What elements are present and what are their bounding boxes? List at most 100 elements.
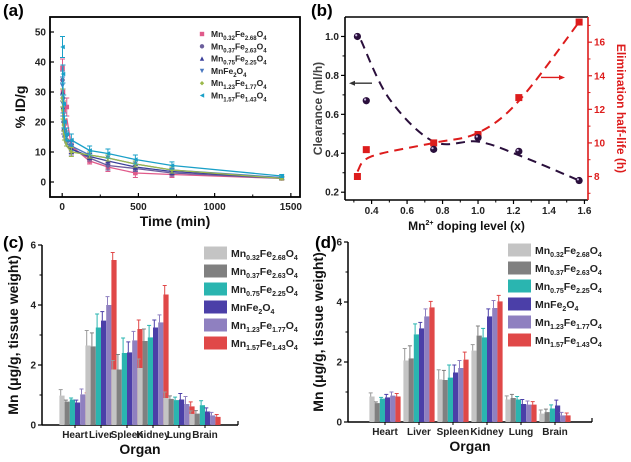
legend-label: Mn0.32​Fe2.68​O4​: [231, 248, 298, 262]
bar: [75, 402, 81, 425]
bar: [429, 307, 435, 422]
x-tick-label-brain: Brain: [192, 430, 218, 441]
bar-group-brain: [538, 399, 571, 422]
x-tick-label-heart: Heart: [62, 430, 88, 441]
x-tick-label-heart: Heart: [372, 427, 398, 438]
bar: [539, 413, 545, 422]
y-tick-label: 30: [35, 88, 47, 99]
y-tick-label: 0: [30, 421, 36, 432]
legend-label: Mn1.23​Fe1.77​O4​: [211, 78, 267, 91]
bar: [168, 398, 174, 425]
bar: [549, 408, 555, 422]
legend-label: Mn0.32​Fe2.68​O4​: [211, 29, 267, 42]
half-life-point: [575, 18, 583, 26]
bar: [121, 353, 127, 425]
data-point: [169, 163, 175, 168]
legend-marker: [199, 44, 205, 49]
y-left-tick-label: 0.6: [325, 110, 339, 121]
legend-swatch: [204, 300, 227, 314]
x-tick-label: 1.6: [577, 206, 591, 217]
y-tick-label: 10: [35, 148, 47, 159]
x-tick-label: 1.2: [507, 206, 521, 217]
x-axis-title: Organ: [119, 441, 160, 457]
bar: [116, 369, 122, 425]
legend-label: Mn1.57​Fe1.43​O4​: [535, 335, 602, 349]
bar: [215, 416, 221, 425]
y-tick-label: 20: [35, 118, 47, 129]
bar: [59, 395, 65, 425]
bar: [521, 404, 527, 422]
legend: Mn0.32​Fe2.68​O4​Mn0.37​Fe2.63​O4​Mn0.75…: [199, 29, 267, 104]
bar: [184, 404, 190, 425]
y-left-axis-title: Clearance (ml/h): [311, 62, 325, 155]
left-arrowhead-icon: [349, 80, 355, 86]
bar: [463, 359, 469, 422]
y-tick-label: 4: [30, 301, 36, 312]
bar: [487, 316, 493, 422]
legend: Mn0.32​Fe2.68​O4​Mn0.37​Fe2.63​O4​Mn0.75…: [508, 243, 602, 349]
panel-label-c: (c): [3, 233, 24, 252]
x-tick-label-lung: Lung: [509, 427, 533, 438]
bar: [510, 398, 516, 422]
bar: [526, 404, 532, 422]
legend-label: MnFe2​O4​: [231, 302, 275, 316]
x-tick-label: 0: [59, 202, 65, 213]
y-right-tick-label: 10: [594, 138, 606, 149]
y-right-tick-label: 12: [594, 105, 606, 116]
bar: [505, 399, 511, 422]
bar: [137, 368, 143, 425]
y-tick-label: 50: [35, 28, 47, 39]
y-right-tick-label: 8: [594, 172, 600, 183]
bar: [544, 412, 550, 422]
y-tick-label: 0: [336, 418, 342, 429]
half-life-fit-line: [356, 21, 580, 173]
legend-label: Mn1.23​Fe1.77​O4​: [535, 317, 602, 331]
x-axis-title: Mn2+​ doping level (x): [408, 219, 525, 233]
legend-label: MnFe2​O4​: [211, 66, 247, 79]
bar: [408, 358, 414, 422]
bar: [369, 396, 375, 422]
legend-swatch: [204, 318, 227, 332]
x-tick-label: 500: [130, 202, 147, 213]
bar: [111, 369, 117, 425]
data-point: [133, 170, 138, 176]
bar: [69, 399, 75, 425]
legend-swatch: [204, 282, 227, 296]
legend: Mn0.32​Fe2.68​O4​Mn0.37​Fe2.63​O4​Mn0.75…: [204, 246, 298, 352]
panel-b-clearance-chart: (b) 0.2 0.4 0.6 0.8 1.0 8 10 12 14 16 0.4 0.6 0.8 1.0 1…: [311, 1, 628, 233]
clearance-point-highlight: [431, 147, 434, 150]
data-point: [64, 131, 70, 137]
legend-label: Mn1.57​Fe1.43​O4​: [231, 338, 298, 352]
clearance-point: [474, 134, 482, 142]
bar: [95, 327, 101, 425]
clearance-point: [575, 176, 583, 185]
legend-label: Mn0.75​Fe2.25​O4​: [535, 281, 602, 295]
bar: [132, 340, 138, 425]
bar: [395, 396, 401, 422]
data-point: [69, 137, 74, 143]
bar: [153, 327, 159, 425]
clearance-point-highlight: [363, 98, 367, 101]
y-tick-label: 6: [30, 241, 36, 252]
legend-swatch: [508, 315, 531, 329]
clearance-point: [362, 97, 370, 105]
data-point: [60, 44, 65, 50]
legend-label: Mn0.37​Fe2.63​O4​: [231, 266, 298, 280]
clearance-point: [353, 32, 362, 41]
legend-swatch: [508, 333, 531, 347]
bar: [379, 398, 385, 422]
bar: [565, 415, 571, 422]
x-tick-label: 1.0: [471, 206, 485, 217]
y-tick-label: 40: [35, 58, 47, 69]
bar: [442, 380, 448, 422]
bar: [481, 337, 487, 422]
half-life-point: [515, 94, 523, 102]
data-point: [64, 104, 70, 110]
bar: [205, 411, 211, 425]
x-tick-label-liver: Liver: [407, 427, 431, 438]
y-axis-title: Mn (μg/g, tissue weight): [5, 255, 21, 414]
bar: [101, 320, 107, 425]
plot-frame: [49, 16, 301, 198]
y-tick-label: 0: [40, 178, 46, 189]
